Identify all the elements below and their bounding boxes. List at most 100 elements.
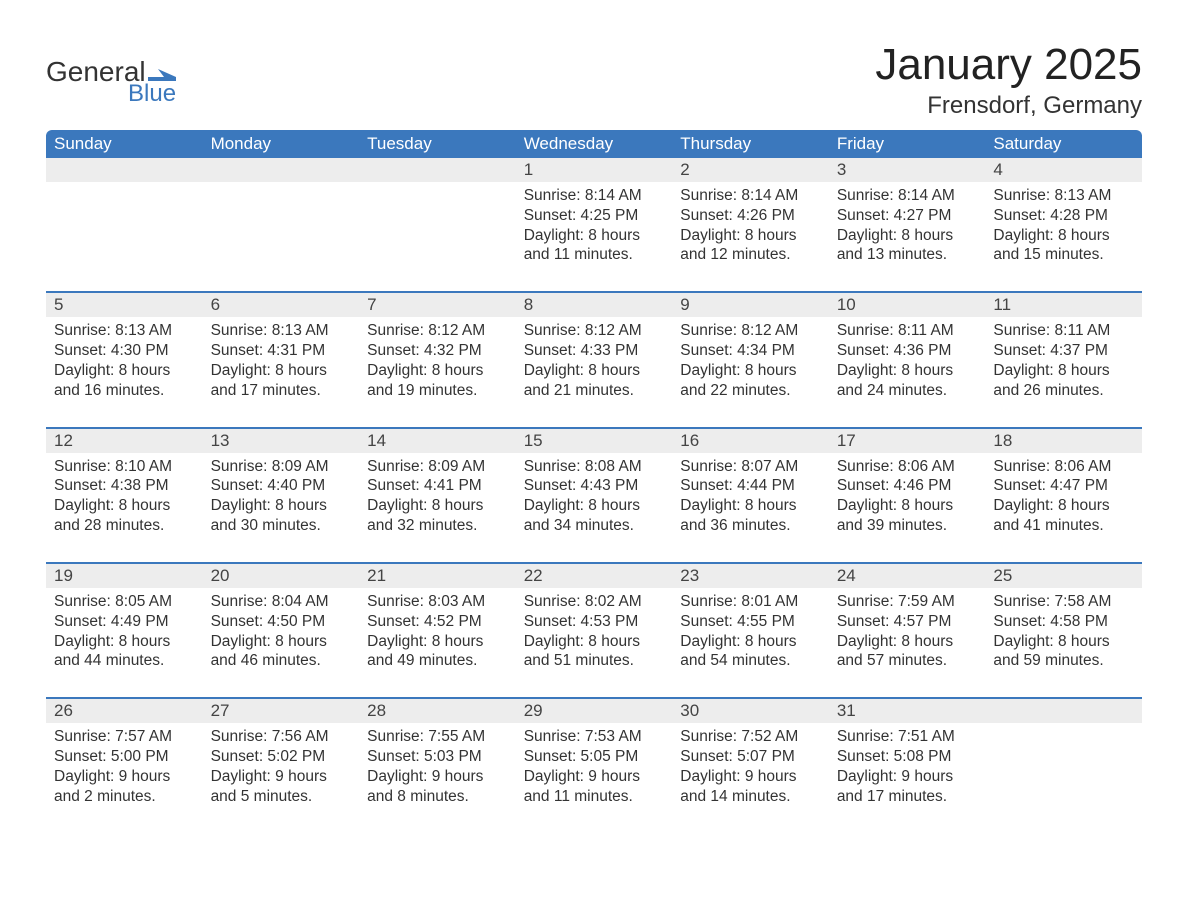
sunset-line: Sunset: 4:55 PM <box>680 612 821 632</box>
sunrise-line: Sunrise: 8:13 AM <box>211 321 352 341</box>
day-number-cell: 15 <box>516 428 673 453</box>
sunset-line: Sunset: 4:49 PM <box>54 612 195 632</box>
daylight-line-2: and 34 minutes. <box>524 516 665 536</box>
day-number-cell: 10 <box>829 292 986 317</box>
daylight-line-2: and 15 minutes. <box>993 245 1134 265</box>
sunrise-line: Sunrise: 8:14 AM <box>680 186 821 206</box>
sunset-line: Sunset: 4:40 PM <box>211 476 352 496</box>
day-info-cell: Sunrise: 8:02 AMSunset: 4:53 PMDaylight:… <box>516 588 673 698</box>
day-info-cell: Sunrise: 7:55 AMSunset: 5:03 PMDaylight:… <box>359 723 516 814</box>
day-info-cell: Sunrise: 8:09 AMSunset: 4:40 PMDaylight:… <box>203 453 360 563</box>
week-info-row: Sunrise: 8:10 AMSunset: 4:38 PMDaylight:… <box>46 453 1142 563</box>
day-number-cell <box>359 158 516 182</box>
month-title: January 2025 <box>875 40 1142 90</box>
sunrise-line: Sunrise: 8:11 AM <box>837 321 978 341</box>
sunset-line: Sunset: 4:53 PM <box>524 612 665 632</box>
sunrise-line: Sunrise: 7:59 AM <box>837 592 978 612</box>
sunrise-line: Sunrise: 8:10 AM <box>54 457 195 477</box>
daylight-line-2: and 24 minutes. <box>837 381 978 401</box>
sunrise-line: Sunrise: 7:51 AM <box>837 727 978 747</box>
sunrise-line: Sunrise: 8:12 AM <box>524 321 665 341</box>
dow-header: Wednesday <box>516 130 673 158</box>
sunrise-line: Sunrise: 8:07 AM <box>680 457 821 477</box>
day-number-cell: 17 <box>829 428 986 453</box>
day-number-cell: 25 <box>985 563 1142 588</box>
day-info-cell: Sunrise: 8:11 AMSunset: 4:37 PMDaylight:… <box>985 317 1142 427</box>
day-number-cell: 23 <box>672 563 829 588</box>
sunrise-line: Sunrise: 7:55 AM <box>367 727 508 747</box>
week-info-row: Sunrise: 8:05 AMSunset: 4:49 PM Daylight:… <box>46 588 1142 698</box>
day-info-cell: Sunrise: 8:12 AMSunset: 4:34 PMDaylight:… <box>672 317 829 427</box>
day-info-cell <box>985 723 1142 814</box>
dow-header: Thursday <box>672 130 829 158</box>
day-number-cell: 8 <box>516 292 673 317</box>
daylight-line-2: and 46 minutes. <box>211 651 352 671</box>
dow-header: Sunday <box>46 130 203 158</box>
day-info-cell: Sunrise: 8:09 AMSunset: 4:41 PMDaylight:… <box>359 453 516 563</box>
dow-header: Saturday <box>985 130 1142 158</box>
day-info-cell: Sunrise: 8:13 AMSunset: 4:31 PMDaylight:… <box>203 317 360 427</box>
daylight-line-2: and 26 minutes. <box>993 381 1134 401</box>
daylight-line-2: and 41 minutes. <box>993 516 1134 536</box>
day-info-cell: Sunrise: 8:06 AMSunset: 4:47 PMDaylight:… <box>985 453 1142 563</box>
logo-word-blue: Blue <box>128 82 176 106</box>
daylight-line-1: Daylight: 8 hours <box>993 226 1134 246</box>
sunset-line: Sunset: 4:52 PM <box>367 612 508 632</box>
week-daynum-row: 567891011 <box>46 292 1142 317</box>
daylight-line-2: and 19 minutes. <box>367 381 508 401</box>
day-number-cell: 19 <box>46 563 203 588</box>
daylight-line-1: Daylight: 9 hours <box>54 767 195 787</box>
daylight-line-1: Daylight: 8 hours <box>54 496 195 516</box>
sunset-line: Sunset: 5:07 PM <box>680 747 821 767</box>
daylight-line-1: Daylight: 9 hours <box>367 767 508 787</box>
day-number-cell: 22 <box>516 563 673 588</box>
day-number-cell: 28 <box>359 698 516 723</box>
header: General Blue January 2025 Frensdorf, Ger… <box>46 40 1142 120</box>
sunrise-line: Sunrise: 8:05 AM <box>54 592 195 612</box>
day-info-cell: Sunrise: 7:52 AMSunset: 5:07 PMDaylight:… <box>672 723 829 814</box>
daylight-line-1: Daylight: 8 hours <box>680 632 821 652</box>
day-number-cell: 13 <box>203 428 360 453</box>
day-number-cell: 24 <box>829 563 986 588</box>
day-number-cell: 26 <box>46 698 203 723</box>
sunrise-line: Sunrise: 8:04 AM <box>211 592 352 612</box>
sunrise-line: Sunrise: 7:57 AM <box>54 727 195 747</box>
day-info-cell: Sunrise: 8:13 AMSunset: 4:30 PMDaylight:… <box>46 317 203 427</box>
daylight-line-1: Daylight: 8 hours <box>837 496 978 516</box>
day-info-cell: Sunrise: 8:13 AMSunset: 4:28 PMDaylight:… <box>985 182 1142 292</box>
daylight-line-2: and 12 minutes. <box>680 245 821 265</box>
sunset-line: Sunset: 4:36 PM <box>837 341 978 361</box>
sunset-line: Sunset: 4:26 PM <box>680 206 821 226</box>
daylight-line-1: Daylight: 8 hours <box>993 632 1134 652</box>
daylight-line-1: Daylight: 8 hours <box>680 226 821 246</box>
sunset-line: Sunset: 4:58 PM <box>993 612 1134 632</box>
day-info-cell: Sunrise: 8:11 AMSunset: 4:36 PMDaylight:… <box>829 317 986 427</box>
daylight-line-2: and 44 minutes. <box>54 651 195 671</box>
daylight-line-2: and 17 minutes. <box>211 381 352 401</box>
daylight-line-2: and 30 minutes. <box>211 516 352 536</box>
daylight-line-1: Daylight: 9 hours <box>211 767 352 787</box>
week-info-row: Sunrise: 8:13 AMSunset: 4:30 PMDaylight:… <box>46 317 1142 427</box>
sunrise-line: Sunrise: 8:02 AM <box>524 592 665 612</box>
daylight-line-2: and 8 minutes. <box>367 787 508 807</box>
day-number-cell: 29 <box>516 698 673 723</box>
daylight-line-1: Daylight: 8 hours <box>367 361 508 381</box>
day-number-cell: 6 <box>203 292 360 317</box>
day-info-cell: Sunrise: 8:03 AMSunset: 4:52 PMDaylight:… <box>359 588 516 698</box>
day-number-cell: 18 <box>985 428 1142 453</box>
daylight-line-1: Daylight: 8 hours <box>680 496 821 516</box>
sunset-line: Sunset: 5:05 PM <box>524 747 665 767</box>
day-info-cell: Sunrise: 8:08 AMSunset: 4:43 PMDaylight:… <box>516 453 673 563</box>
sunset-line: Sunset: 4:34 PM <box>680 341 821 361</box>
sunset-line: Sunset: 4:32 PM <box>367 341 508 361</box>
daylight-line-2: and 11 minutes. <box>524 787 665 807</box>
day-info-cell: Sunrise: 7:56 AMSunset: 5:02 PMDaylight:… <box>203 723 360 814</box>
day-number-cell <box>985 698 1142 723</box>
daylight-line-2: and 39 minutes. <box>837 516 978 536</box>
daylight-line-2: and 22 minutes. <box>680 381 821 401</box>
daylight-line-2: and 28 minutes. <box>54 516 195 536</box>
sunset-line: Sunset: 5:03 PM <box>367 747 508 767</box>
sunset-line: Sunset: 4:28 PM <box>993 206 1134 226</box>
day-number-cell: 16 <box>672 428 829 453</box>
sunrise-line: Sunrise: 8:12 AM <box>680 321 821 341</box>
